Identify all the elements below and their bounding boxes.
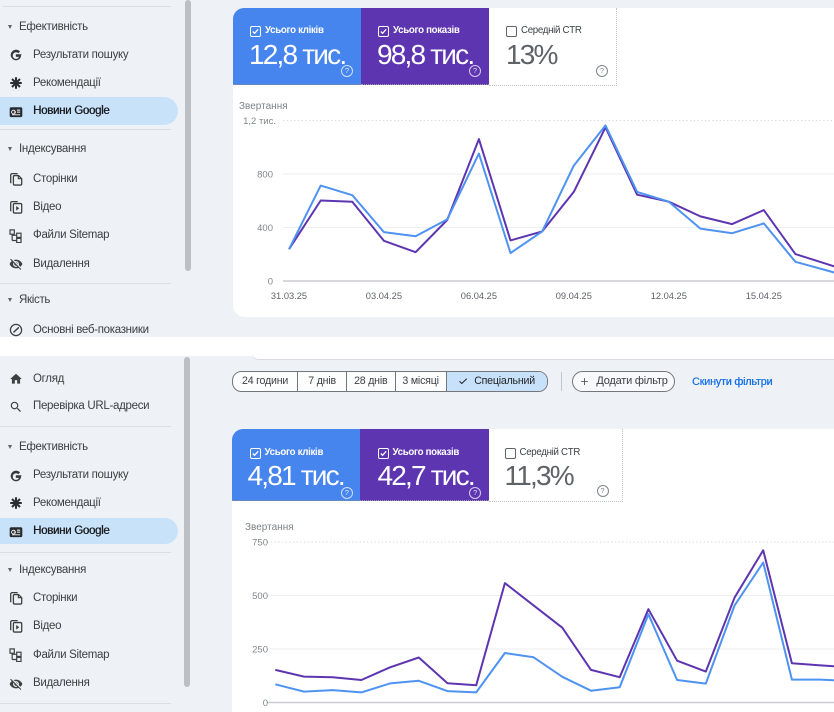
svg-text:500: 500 — [252, 591, 268, 602]
svg-text:0: 0 — [268, 276, 273, 287]
svg-text:400: 400 — [257, 223, 273, 234]
svg-text:800: 800 — [257, 169, 273, 180]
svg-text:31.03.25: 31.03.25 — [271, 291, 307, 301]
svg-text:12.04.25: 12.04.25 — [651, 291, 687, 301]
svg-text:03.04.25: 03.04.25 — [366, 291, 402, 301]
svg-text:750: 750 — [252, 537, 268, 548]
svg-text:0: 0 — [263, 698, 268, 709]
svg-text:250: 250 — [252, 644, 268, 655]
svg-text:09.04.25: 09.04.25 — [556, 291, 592, 301]
svg-text:15.04.25: 15.04.25 — [746, 291, 782, 301]
svg-text:1,2 тис.: 1,2 тис. — [243, 116, 276, 127]
svg-text:06.04.25: 06.04.25 — [461, 291, 497, 301]
